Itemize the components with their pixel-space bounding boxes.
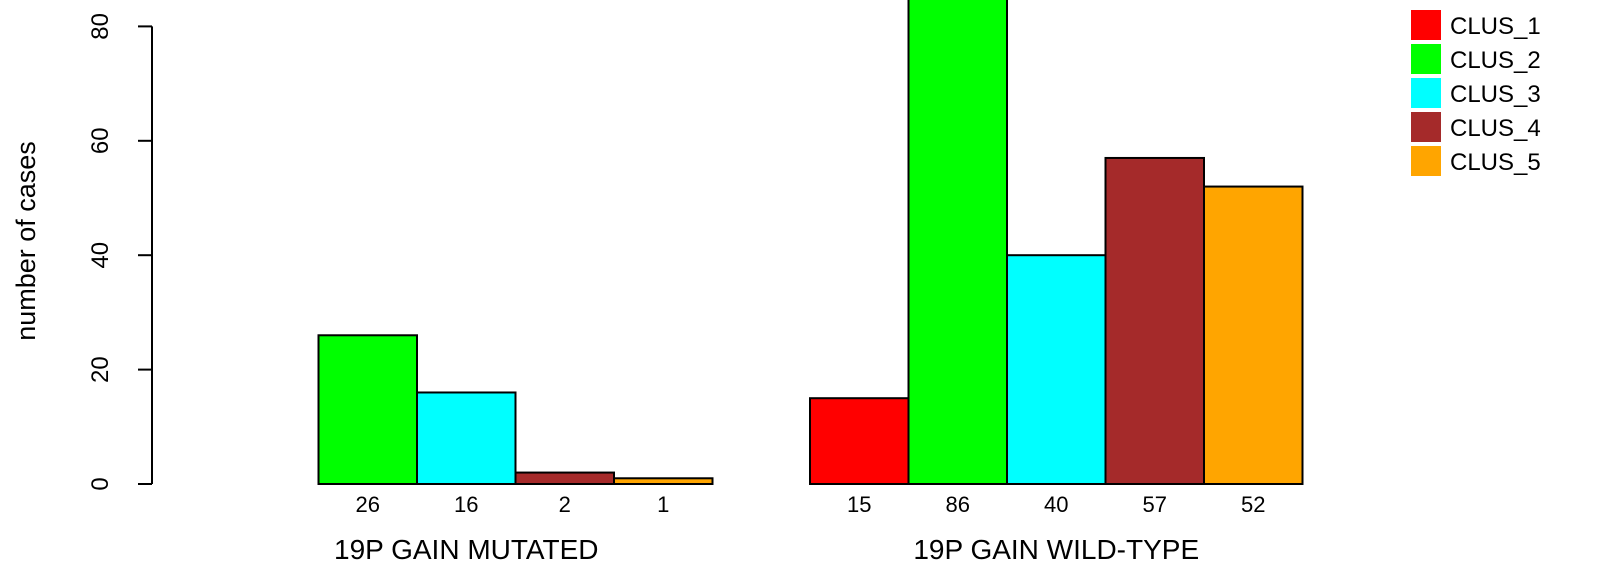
bar-value-label: 40 [1044,492,1068,517]
group-label: 19P GAIN WILD-TYPE [913,534,1199,565]
bar-19p-gain-mutated-clus_4 [514,471,615,485]
y-axis-title: number of cases [11,141,41,341]
bar-value-label: 2 [559,492,571,517]
bar-19p-gain-wild-type-clus_3 [1006,254,1107,485]
y-tick-label: 40 [87,242,114,269]
bars [317,0,1304,486]
bar-value-label: 57 [1143,492,1167,517]
legend-swatch [1411,10,1441,40]
bar-19p-gain-wild-type-clus_4 [1104,156,1205,486]
bar-19p-gain-wild-type-clus_1 [809,397,910,486]
legend-label: CLUS_4 [1450,115,1541,142]
legend: CLUS_1 CLUS_2 CLUS_3 CLUS_4 CLUS_5 [1411,10,1541,176]
bar-19p-gain-mutated-clus_5 [613,477,714,485]
y-tick-label: 80 [87,13,114,40]
legend-label: CLUS_2 [1450,47,1541,74]
bar-labels: 26 16 2 1 15 86 40 57 52 [356,492,1266,517]
bar-value-label: 26 [356,492,380,517]
y-tick-label: 60 [87,127,114,154]
bar-value-label: 52 [1241,492,1265,517]
group-label: 19P GAIN MUTATED [334,534,599,565]
bar-19p-gain-mutated-clus_2 [317,334,418,485]
bar-value-label: 86 [946,492,970,517]
legend-label: CLUS_3 [1450,81,1541,108]
y-axis: 0 20 40 60 80 [87,13,153,491]
bar-value-label: 16 [454,492,478,517]
bar-19p-gain-wild-type-clus_5 [1203,185,1304,485]
legend-swatch [1411,44,1441,74]
legend-label: CLUS_1 [1450,13,1541,40]
legend-swatch [1411,78,1441,108]
y-tick-label: 20 [87,356,114,383]
legend-label: CLUS_5 [1450,149,1541,176]
y-tick-label: 0 [87,477,114,490]
legend-swatch [1411,112,1441,142]
bar-19p-gain-mutated-clus_3 [416,391,517,486]
bar-value-label: 1 [657,492,669,517]
bar-value-label: 15 [847,492,871,517]
bar-19p-gain-wild-type-clus_2 [907,0,1008,486]
group-labels: 19P GAIN MUTATED 19P GAIN WILD-TYPE [334,534,1199,565]
legend-swatch [1411,146,1441,176]
